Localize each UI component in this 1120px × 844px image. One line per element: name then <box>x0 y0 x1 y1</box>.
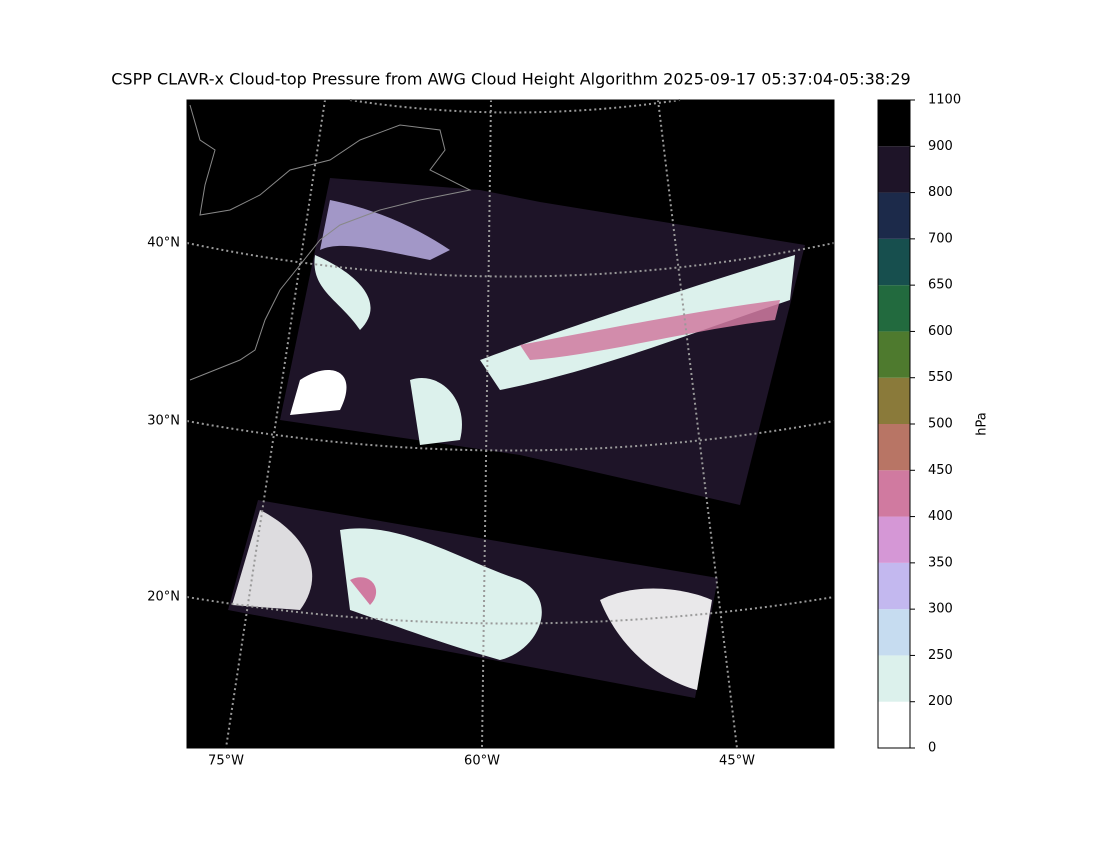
cloud <box>232 510 313 610</box>
cloud <box>320 200 450 260</box>
cloud <box>600 588 712 690</box>
colorbar-label: hPa <box>975 412 990 435</box>
cloud <box>340 528 542 660</box>
graticule <box>186 99 835 749</box>
cloud <box>314 255 371 330</box>
colorbar-band <box>878 238 910 286</box>
colorbar-tick-label: 1100 <box>928 93 961 108</box>
lon-label: 45°W <box>719 754 755 769</box>
colorbar-band <box>878 424 910 471</box>
colorbar-band <box>878 655 910 702</box>
title: CSPP CLAVR-x Cloud-top Pressure from AWG… <box>111 70 910 89</box>
colorbar-tick-label: 800 <box>928 185 953 200</box>
lat-label: 40°N <box>147 236 180 251</box>
colorbar-band <box>878 701 910 748</box>
colorbar-band <box>878 100 910 147</box>
colorbar-tick-label: 900 <box>928 139 953 154</box>
lat-label: 20°N <box>147 590 180 605</box>
lon-label: 75°W <box>208 754 244 769</box>
colorbar-band <box>878 285 910 332</box>
colorbar-tick-label: 250 <box>928 648 953 663</box>
colorbar-tick-label: 450 <box>928 463 953 478</box>
cloud <box>350 577 377 605</box>
colorbar-band <box>878 609 910 656</box>
colorbar-band <box>878 192 910 239</box>
cloud <box>520 300 780 360</box>
colorbar-tick-label: 700 <box>928 231 953 246</box>
colorbar-band <box>878 470 910 517</box>
cloud <box>410 378 462 445</box>
lon-label: 60°W <box>464 754 500 769</box>
colorbar: hPa 0 200 250 300 350 400 450 500 550 600 650 700 80… <box>877 93 990 756</box>
map: 40°N 30°N 20°N 75°W 60°W 45°W <box>147 99 835 769</box>
colorbar-tick-label: 550 <box>928 370 953 385</box>
colorbar-band <box>878 562 910 610</box>
colorbar-tick-label: 200 <box>928 694 953 709</box>
colorbar-band <box>878 331 910 378</box>
lat-label: 30°N <box>147 414 180 429</box>
colorbar-tick-label: 300 <box>928 602 953 617</box>
colorbar-band <box>878 377 910 424</box>
map-frame <box>186 99 835 749</box>
colorbar-band <box>878 146 910 193</box>
colorbar-tick-label: 0 <box>928 741 936 756</box>
cloud <box>290 370 347 415</box>
colorbar-tick-label: 500 <box>928 417 953 432</box>
colorbar-tick-label: 600 <box>928 324 953 339</box>
colorbar-tick-label: 650 <box>928 278 953 293</box>
coastline <box>189 104 472 381</box>
colorbar-tick-label: 400 <box>928 509 953 524</box>
colorbar-band <box>878 516 910 563</box>
colorbar-tick-label: 350 <box>928 555 953 570</box>
